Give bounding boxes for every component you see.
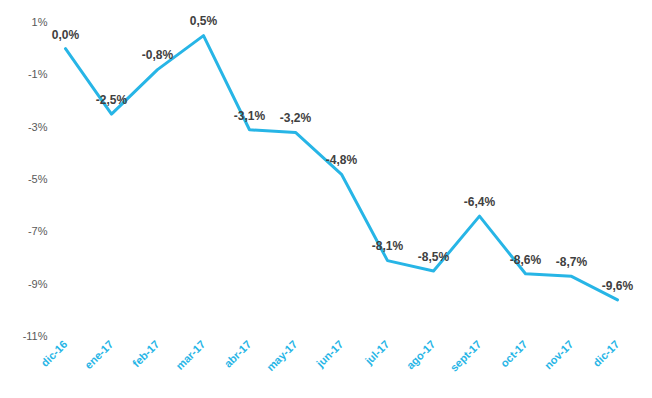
svg-text:-9%: -9%: [28, 278, 48, 290]
svg-text:-7%: -7%: [28, 225, 48, 237]
svg-text:-8,7%: -8,7%: [556, 255, 588, 269]
svg-text:-3,1%: -3,1%: [234, 109, 266, 123]
svg-text:mar-17: mar-17: [173, 338, 207, 372]
svg-text:abr-17: abr-17: [222, 338, 254, 370]
svg-text:oct-17: oct-17: [498, 338, 529, 369]
svg-text:-9,6%: -9,6%: [602, 279, 634, 293]
svg-text:1%: 1%: [32, 16, 48, 28]
svg-text:nov-17: nov-17: [542, 338, 576, 372]
svg-text:-3%: -3%: [28, 121, 48, 133]
svg-text:may-17: may-17: [264, 338, 299, 373]
svg-text:jul-17: jul-17: [362, 338, 392, 368]
svg-text:ene-17: ene-17: [82, 338, 115, 371]
svg-text:-6,4%: -6,4%: [464, 195, 496, 209]
svg-text:sept-17: sept-17: [448, 338, 484, 374]
svg-text:-8,1%: -8,1%: [372, 239, 404, 253]
svg-text:ago-17: ago-17: [404, 338, 438, 372]
svg-text:-8,6%: -8,6%: [510, 253, 542, 267]
svg-text:feb-17: feb-17: [130, 338, 161, 369]
svg-text:0,0%: 0,0%: [52, 28, 80, 42]
svg-text:-5%: -5%: [28, 173, 48, 185]
svg-text:dic-16: dic-16: [38, 338, 69, 369]
svg-text:-2,5%: -2,5%: [96, 93, 128, 107]
svg-text:-1%: -1%: [28, 68, 48, 80]
svg-text:jun-17: jun-17: [313, 338, 345, 370]
svg-text:-0,8%: -0,8%: [142, 48, 174, 62]
svg-text:0,5%: 0,5%: [190, 14, 218, 28]
svg-text:-4,8%: -4,8%: [326, 153, 358, 167]
svg-text:-3,2%: -3,2%: [280, 111, 312, 125]
svg-text:-11%: -11%: [23, 330, 48, 342]
svg-text:dic-17: dic-17: [590, 338, 621, 369]
svg-text:-8,5%: -8,5%: [418, 250, 450, 264]
